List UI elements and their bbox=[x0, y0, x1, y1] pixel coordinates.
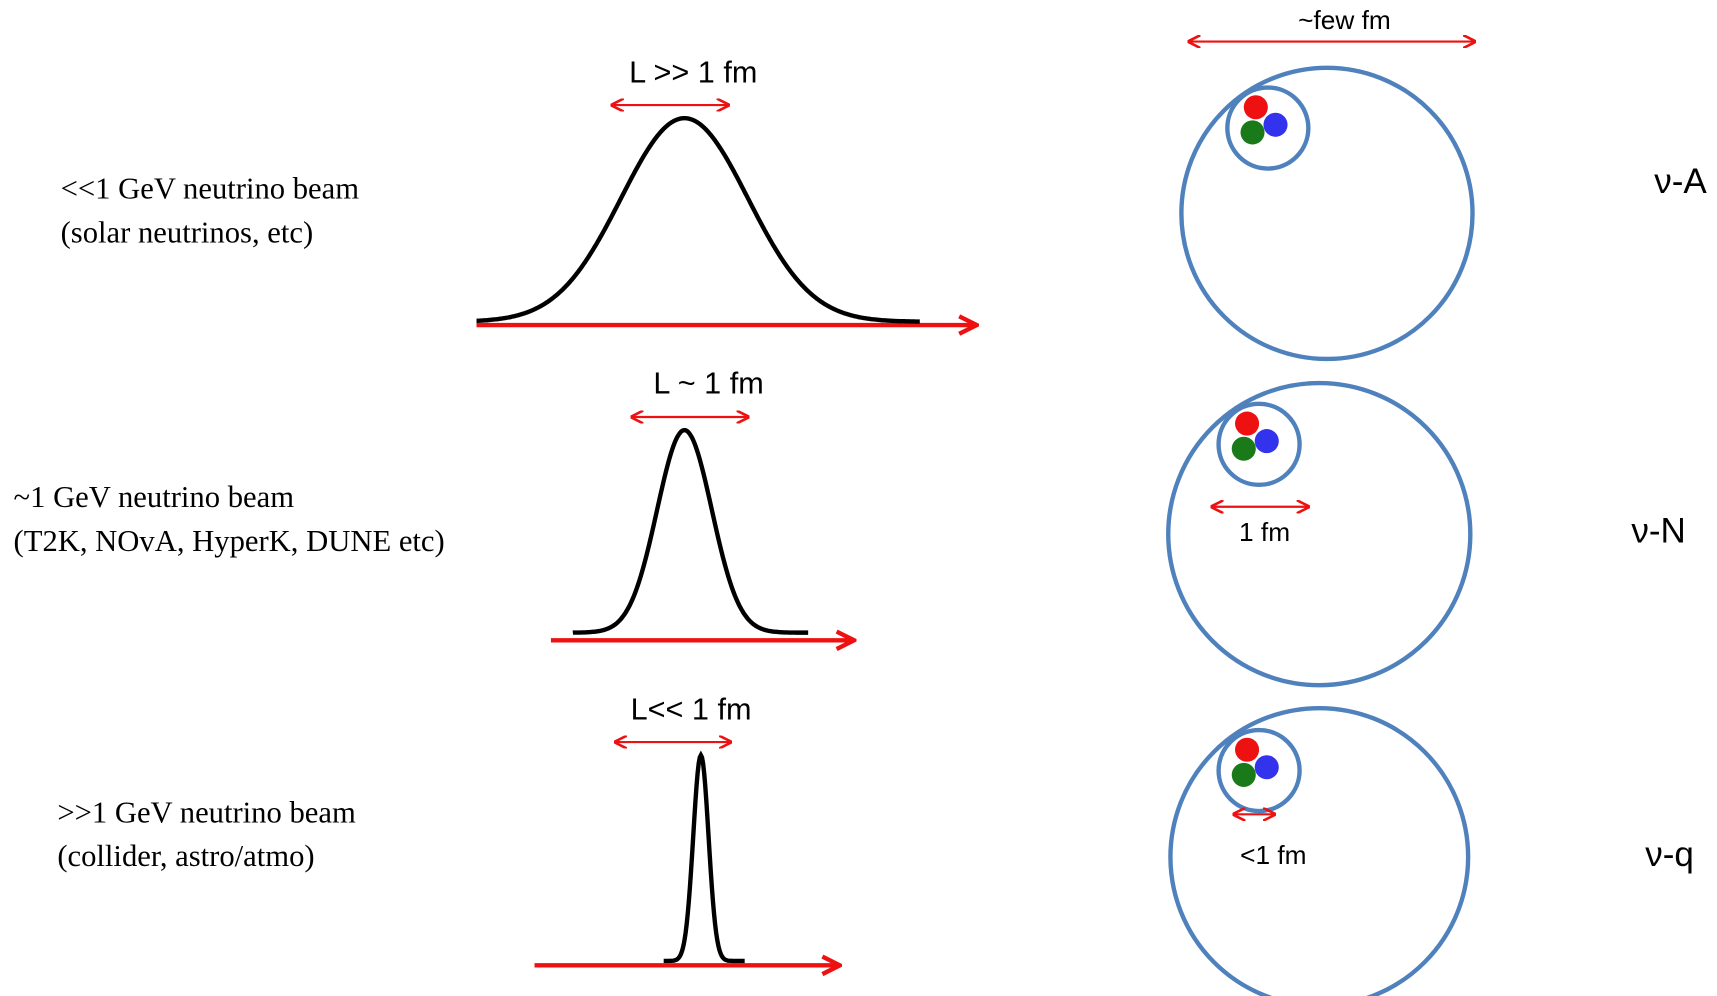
quark bbox=[1243, 95, 1268, 120]
nucleus bbox=[1179, 65, 1475, 362]
target-label: ν-N bbox=[1631, 511, 1685, 550]
width-label: L<< 1 fm bbox=[631, 693, 752, 727]
beam-label: >>1 GeV neutrino beam bbox=[57, 795, 356, 829]
quark bbox=[1231, 436, 1256, 461]
beam-label: (T2K, NOvA, HyperK, DUNE etc) bbox=[14, 524, 445, 558]
scale-label: 1 fm bbox=[1239, 517, 1290, 547]
nucleon bbox=[1225, 85, 1311, 171]
beam-label: (collider, astro/atmo) bbox=[57, 839, 314, 873]
beam-label: ~1 GeV neutrino beam bbox=[14, 480, 295, 514]
quark bbox=[1235, 411, 1260, 436]
quark bbox=[1263, 112, 1288, 137]
wave-packet bbox=[663, 750, 745, 964]
scale-label: <1 fm bbox=[1240, 840, 1306, 870]
quark bbox=[1231, 762, 1256, 787]
quark bbox=[1254, 755, 1279, 780]
target-label: ν-A bbox=[1654, 162, 1707, 201]
quark bbox=[1240, 120, 1265, 145]
quark bbox=[1254, 429, 1279, 454]
width-label: L ~ 1 fm bbox=[653, 366, 763, 400]
wave-packet bbox=[572, 427, 809, 635]
nucleon bbox=[1216, 401, 1302, 488]
quark bbox=[1235, 737, 1260, 762]
nucleus bbox=[1168, 706, 1471, 996]
beam-label: <<1 GeV neutrino beam bbox=[61, 172, 360, 206]
wave-packet bbox=[476, 116, 920, 324]
rows: <<1 GeV neutrino beam (solar neutrinos, e… bbox=[14, 56, 1707, 996]
scale-label: ~few fm bbox=[1298, 5, 1391, 35]
beam-label: (solar neutrinos, etc) bbox=[61, 215, 314, 249]
width-label: L >> 1 fm bbox=[629, 56, 757, 90]
target-label: ν-q bbox=[1645, 835, 1694, 874]
nucleus bbox=[1166, 380, 1473, 688]
